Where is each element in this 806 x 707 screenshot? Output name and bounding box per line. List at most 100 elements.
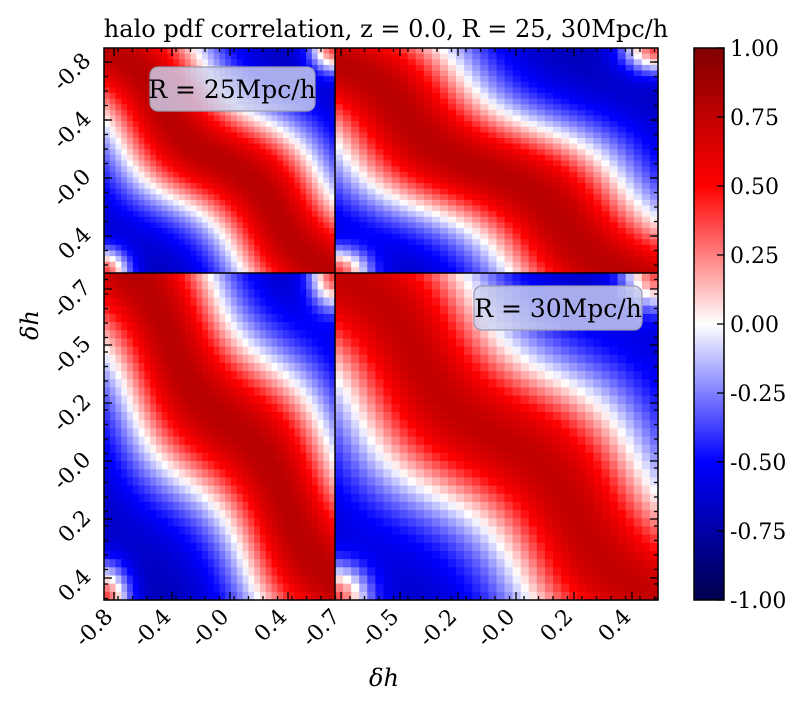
heatmap-cell bbox=[236, 362, 244, 372]
heatmap-cell bbox=[472, 132, 481, 139]
heatmap-cell bbox=[617, 109, 627, 117]
heatmap-cell bbox=[254, 194, 261, 201]
heatmap-cell bbox=[248, 126, 255, 133]
heatmap-cell bbox=[553, 244, 562, 252]
heatmap-cell bbox=[335, 550, 344, 560]
heatmap-cell bbox=[127, 261, 134, 268]
heatmap-cell bbox=[311, 346, 319, 356]
heatmap-cell bbox=[343, 244, 352, 252]
heatmap-cell bbox=[311, 177, 319, 184]
heatmap-cell bbox=[383, 48, 393, 55]
heatmap-cell bbox=[179, 48, 186, 55]
heatmap-cell bbox=[184, 171, 192, 178]
heatmap-cell bbox=[520, 211, 530, 218]
heatmap-cell bbox=[259, 518, 267, 528]
heatmap-cell bbox=[132, 493, 140, 503]
heatmap-cell bbox=[213, 183, 221, 190]
heatmap-cell bbox=[225, 256, 232, 263]
heatmap-cell bbox=[577, 244, 586, 252]
heatmap-cell bbox=[553, 70, 562, 77]
heatmap-cell bbox=[641, 93, 651, 100]
heatmap-cell bbox=[207, 261, 215, 268]
heatmap-cell bbox=[601, 98, 611, 105]
heatmap-cell bbox=[391, 98, 401, 105]
heatmap-cell bbox=[144, 387, 151, 397]
heatmap-cell bbox=[150, 205, 157, 212]
heatmap-cell bbox=[236, 166, 244, 173]
heatmap-cell bbox=[121, 256, 128, 263]
heatmap-cell bbox=[265, 273, 273, 282]
heatmap-cell bbox=[323, 205, 330, 212]
heatmap-cell bbox=[190, 559, 198, 568]
heatmap-cell bbox=[423, 222, 433, 229]
heatmap-cell bbox=[323, 138, 330, 145]
heatmap-cell bbox=[306, 493, 313, 503]
heatmap-cell bbox=[190, 194, 198, 201]
heatmap-cell bbox=[265, 233, 273, 240]
heatmap-cell bbox=[109, 575, 117, 585]
heatmap-cell bbox=[431, 261, 441, 268]
heatmap-cell bbox=[306, 115, 313, 122]
heatmap-cell bbox=[617, 81, 627, 88]
heatmap-cell bbox=[512, 256, 522, 263]
heatmap-cell bbox=[306, 338, 313, 348]
heatmap-cell bbox=[504, 98, 514, 105]
heatmap-cell bbox=[448, 267, 457, 274]
heatmap-cell bbox=[283, 244, 290, 252]
heatmap-cell bbox=[167, 244, 174, 252]
heatmap-cell bbox=[641, 48, 651, 55]
heatmap-cell bbox=[649, 177, 659, 184]
heatmap-cell bbox=[317, 205, 325, 212]
heatmap-cell bbox=[456, 53, 465, 60]
heatmap-cell bbox=[115, 160, 122, 167]
heatmap-cell bbox=[196, 542, 203, 552]
heatmap-cell bbox=[138, 132, 146, 139]
heatmap-cell bbox=[593, 149, 603, 156]
heatmap-cell bbox=[277, 322, 284, 331]
heatmap-cell bbox=[585, 109, 594, 117]
heatmap-cell bbox=[179, 228, 186, 235]
heatmap-cell bbox=[167, 121, 174, 128]
heatmap-cell bbox=[456, 194, 465, 201]
heatmap-cell bbox=[488, 160, 498, 167]
heatmap-cell bbox=[415, 53, 425, 60]
heatmap-cell bbox=[359, 81, 368, 88]
heatmap-cell bbox=[343, 132, 352, 139]
heatmap-cell bbox=[343, 177, 352, 184]
heatmap-cell bbox=[300, 387, 307, 397]
heatmap-cell bbox=[115, 205, 122, 212]
heatmap-cell bbox=[335, 273, 344, 282]
heatmap-cell bbox=[259, 428, 267, 438]
heatmap-cell bbox=[167, 166, 174, 173]
heatmap-cell bbox=[248, 403, 255, 413]
heatmap-cell bbox=[391, 183, 401, 190]
heatmap-cell bbox=[184, 534, 192, 544]
heatmap-cell bbox=[601, 188, 611, 195]
heatmap-cell bbox=[161, 485, 169, 495]
heatmap-cell bbox=[399, 98, 409, 105]
heatmap-cell bbox=[323, 322, 330, 331]
heatmap-cell bbox=[109, 550, 117, 560]
heatmap-cell bbox=[536, 244, 546, 252]
heatmap-cell bbox=[367, 518, 376, 528]
heatmap-cell bbox=[225, 362, 232, 372]
heatmap-cell bbox=[259, 501, 267, 511]
heatmap-cell bbox=[335, 461, 344, 470]
heatmap-cell bbox=[625, 87, 635, 94]
heatmap-cell bbox=[335, 138, 344, 145]
heatmap-cell bbox=[323, 461, 330, 470]
heatmap-cell bbox=[359, 452, 368, 462]
heatmap-cell bbox=[104, 452, 111, 462]
heatmap-cell bbox=[375, 160, 385, 167]
heatmap-cell bbox=[317, 485, 325, 495]
heatmap-cell bbox=[367, 143, 376, 150]
heatmap-cell bbox=[184, 526, 192, 536]
heatmap-cell bbox=[179, 149, 186, 156]
heatmap-cell bbox=[271, 222, 278, 229]
heatmap-cell bbox=[359, 322, 368, 331]
heatmap-cell bbox=[219, 48, 226, 55]
heatmap-cell bbox=[288, 452, 296, 462]
heatmap-cell bbox=[329, 70, 336, 77]
heatmap-cell bbox=[259, 121, 267, 128]
heatmap-cell bbox=[196, 477, 203, 487]
